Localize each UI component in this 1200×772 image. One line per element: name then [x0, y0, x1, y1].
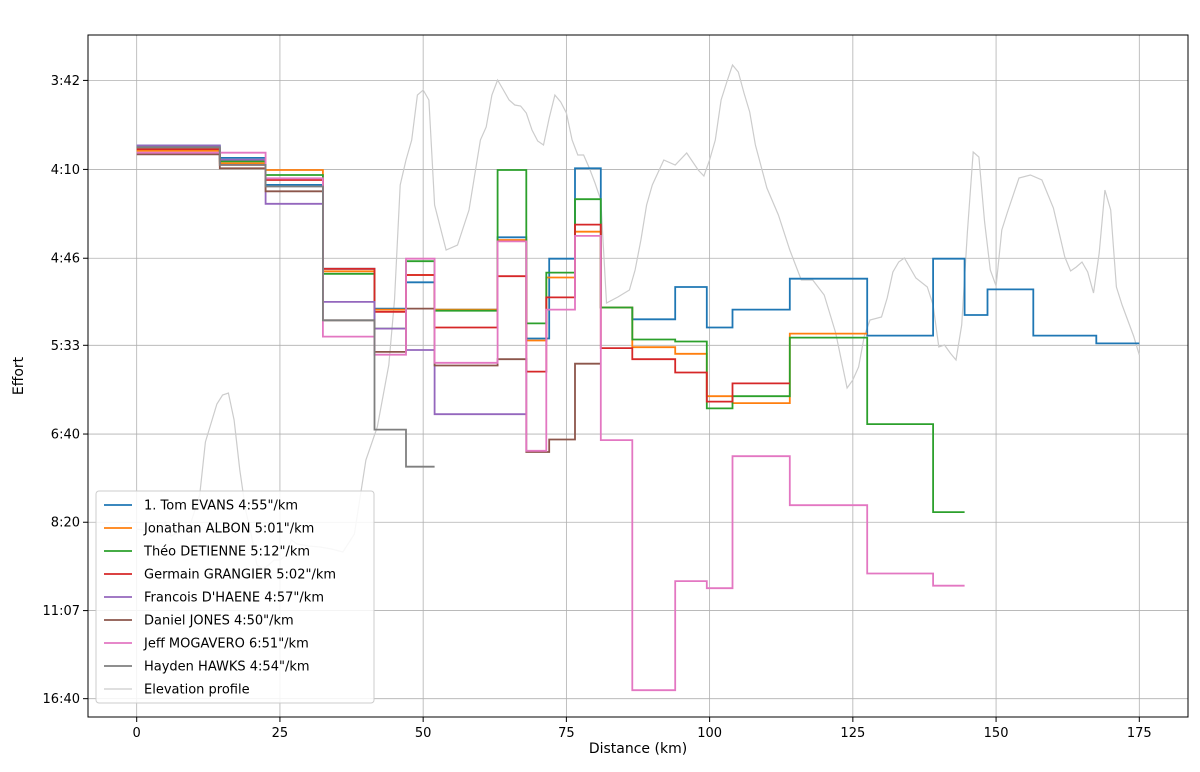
- x-tick-label: 175: [1127, 726, 1152, 741]
- x-axis-ticks: 0 25 50 75 100 125 150 175: [133, 717, 1152, 741]
- x-tick-label: 0: [133, 726, 141, 741]
- y-axis-title: Effort: [11, 356, 27, 395]
- legend-label: Francois D'HAENE 4:57"/km: [144, 591, 324, 606]
- y-tick-label: 5:33: [51, 339, 80, 354]
- x-tick-label: 75: [558, 726, 575, 741]
- legend-label: Théo DETIENNE 5:12"/km: [143, 545, 310, 560]
- y-tick-label: 8:20: [51, 516, 80, 531]
- legend: 1. Tom EVANS 4:55"/km Jonathan ALBON 5:01…: [95, 490, 375, 704]
- x-tick-label: 50: [415, 726, 432, 741]
- x-tick-label: 100: [697, 726, 722, 741]
- x-tick-label: 150: [984, 726, 1009, 741]
- y-tick-label: 16:40: [43, 692, 80, 707]
- legend-box: [95, 490, 375, 704]
- legend-label: Jonathan ALBON 5:01"/km: [143, 522, 314, 537]
- legend-label: Daniel JONES 4:50"/km: [144, 614, 294, 629]
- x-tick-label: 25: [272, 726, 289, 741]
- y-tick-label: 6:40: [51, 428, 80, 443]
- series-layer: [136, 144, 1140, 692]
- x-axis-title: Distance (km): [589, 741, 687, 757]
- y-tick-label: 4:10: [51, 163, 80, 178]
- legend-label: Hayden HAWKS 4:54"/km: [144, 660, 310, 675]
- series-line-5: [136, 153, 601, 453]
- grid-lines: [88, 35, 1188, 717]
- series-line-4: [136, 144, 527, 416]
- y-tick-label: 3:42: [51, 74, 80, 89]
- series-line-2: [136, 146, 965, 513]
- y-tick-label: 11:07: [43, 604, 80, 619]
- plot-frame: [87, 34, 1189, 718]
- y-tick-label: 4:46: [51, 252, 80, 267]
- y-axis-ticks: 3:42 4:10 4:46 5:33 6:40 8:20 11:07 16:40: [43, 74, 88, 707]
- legend-label: Germain GRANGIER 5:02"/km: [144, 568, 336, 583]
- series-line-3: [136, 148, 790, 403]
- legend-label: Elevation profile: [144, 683, 250, 698]
- legend-label: Jeff MOGAVERO 6:51"/km: [143, 637, 309, 652]
- series-line-7: [136, 146, 435, 468]
- legend-label: 1. Tom EVANS 4:55"/km: [144, 499, 298, 514]
- x-tick-label: 125: [840, 726, 865, 741]
